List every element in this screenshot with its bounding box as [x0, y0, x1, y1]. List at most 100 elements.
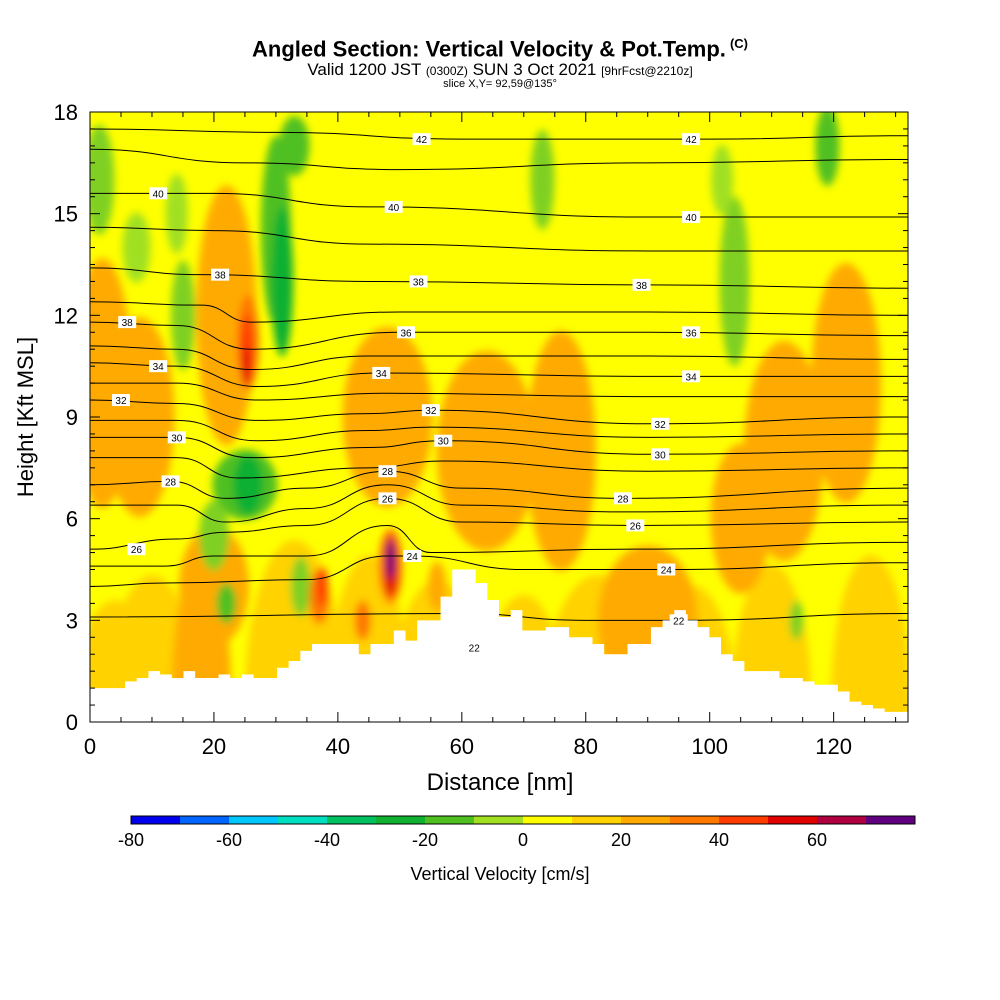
- contour-label-box: [613, 492, 632, 505]
- velocity-cell: [316, 566, 328, 607]
- contour-label: 34: [686, 372, 698, 383]
- contour-label: 22: [469, 643, 481, 654]
- contour-label-box: [161, 475, 180, 488]
- x-tick-label: 120: [815, 734, 852, 759]
- velocity-cell: [170, 260, 195, 371]
- contour-label-box: [397, 326, 416, 339]
- contour-label: 28: [617, 494, 629, 505]
- contour-label: 26: [382, 494, 394, 505]
- velocity-cell: [719, 196, 750, 367]
- contour-label: 32: [115, 396, 127, 407]
- copyright-mark: (C): [729, 36, 748, 51]
- colorbar-tick-label: -80: [118, 830, 144, 850]
- contour-label-box: [651, 417, 670, 430]
- contour-label: 30: [171, 433, 183, 444]
- colorbar-swatch: [278, 816, 327, 824]
- velocity-cell: [815, 112, 840, 186]
- colorbar-swatch: [180, 816, 229, 824]
- contour-label-box: [651, 448, 670, 461]
- colorbar-swatch: [425, 816, 474, 824]
- colorbar-swatch: [376, 816, 425, 824]
- forecast-info: [9hrFcst@2210z]: [601, 64, 693, 78]
- velocity-cell: [242, 346, 251, 387]
- contour-line: [90, 484, 908, 523]
- y-tick-label: 18: [54, 100, 78, 125]
- colorbar-tick-label: -20: [412, 830, 438, 850]
- contour-label-box: [384, 200, 403, 213]
- velocity-cell: [811, 263, 882, 504]
- y-tick-label: 12: [54, 303, 78, 328]
- valid-time-utc: (0300Z): [425, 64, 468, 78]
- contour-line: [90, 436, 908, 459]
- velocity-cell: [290, 556, 311, 617]
- terrain-mask: [90, 569, 908, 722]
- contour-label-box: [669, 614, 688, 627]
- contour-labels: 42 42 40 40 40 38 38 38 38 36 36 34 34 34 32 32 32 30 30 30…: [111, 133, 701, 654]
- velocity-cell: [354, 600, 371, 641]
- contour-line: [90, 345, 908, 371]
- contour-label: 34: [153, 362, 165, 373]
- contour-label: 38: [636, 281, 648, 292]
- velocity-cell: [122, 212, 151, 283]
- colorbar-swatch: [670, 816, 719, 824]
- x-axis-label: Distance [nm]: [427, 769, 574, 796]
- contour-label: 28: [165, 477, 177, 488]
- colorbar-tick-label: 0: [518, 830, 528, 850]
- x-tick-label: 40: [326, 734, 350, 759]
- velocity-cell: [525, 330, 596, 571]
- colorbar-swatch: [131, 816, 180, 824]
- x-tick-label: 20: [202, 734, 226, 759]
- colorbar-swatch: [768, 816, 817, 824]
- velocity-cell: [342, 327, 433, 507]
- velocity-cell: [216, 583, 237, 624]
- contour-label: 24: [407, 552, 419, 563]
- contour-label-box: [149, 360, 168, 373]
- colorbar-tick-label: -40: [314, 830, 340, 850]
- colorbar-swatch: [572, 816, 621, 824]
- contour-label-box: [632, 278, 651, 291]
- contour-label-box: [421, 404, 440, 417]
- colorbar: -80 -60 -40 -20 0 20 40 60: [118, 815, 916, 850]
- contour-label: 38: [413, 277, 425, 288]
- contour-label-box: [127, 543, 146, 556]
- contour-label: 42: [416, 135, 428, 146]
- contour-label-box: [682, 370, 701, 383]
- contour-label: 36: [400, 328, 412, 339]
- contour-label: 34: [376, 369, 388, 380]
- contour-line: [90, 524, 908, 567]
- chart-title: Angled Section: Vertical Velocity & Pot.…: [0, 36, 1000, 62]
- contour-label: 38: [122, 318, 134, 329]
- colorbar-swatch: [327, 816, 376, 824]
- y-tick-label: 9: [66, 405, 78, 430]
- velocity-cell: [711, 144, 734, 215]
- contour-label-box: [434, 434, 453, 447]
- velocity-cell: [830, 555, 908, 712]
- contour-label-box: [149, 187, 168, 200]
- valid-time: Valid 1200 JST: [307, 60, 422, 79]
- velocity-cell: [165, 173, 188, 254]
- contour-label-box: [118, 316, 137, 329]
- contour-line: [90, 267, 908, 289]
- contour-label: 38: [215, 271, 227, 282]
- contour-label: 36: [686, 328, 698, 339]
- velocity-field: [90, 112, 908, 712]
- contour-label: 42: [686, 135, 698, 146]
- contour-label-box: [211, 268, 230, 281]
- x-tick-label: 60: [450, 734, 474, 759]
- contour-label-box: [682, 326, 701, 339]
- velocity-cell: [386, 539, 395, 580]
- x-tick-label: 100: [691, 734, 728, 759]
- contour-label: 24: [661, 566, 673, 577]
- contour-label-box: [412, 133, 431, 146]
- contour-line: [90, 226, 908, 252]
- valid-date: SUN 3 Oct 2021: [472, 60, 597, 79]
- colorbar-swatch: [474, 816, 523, 824]
- colorbar-swatch: [817, 816, 866, 824]
- colorbar-tick-label: 20: [611, 830, 631, 850]
- contour-label: 28: [382, 467, 394, 478]
- contour-label-box: [111, 394, 130, 407]
- y-tick-label: 0: [66, 710, 78, 735]
- contour-label: 30: [438, 437, 450, 448]
- contour-label-box: [626, 519, 645, 532]
